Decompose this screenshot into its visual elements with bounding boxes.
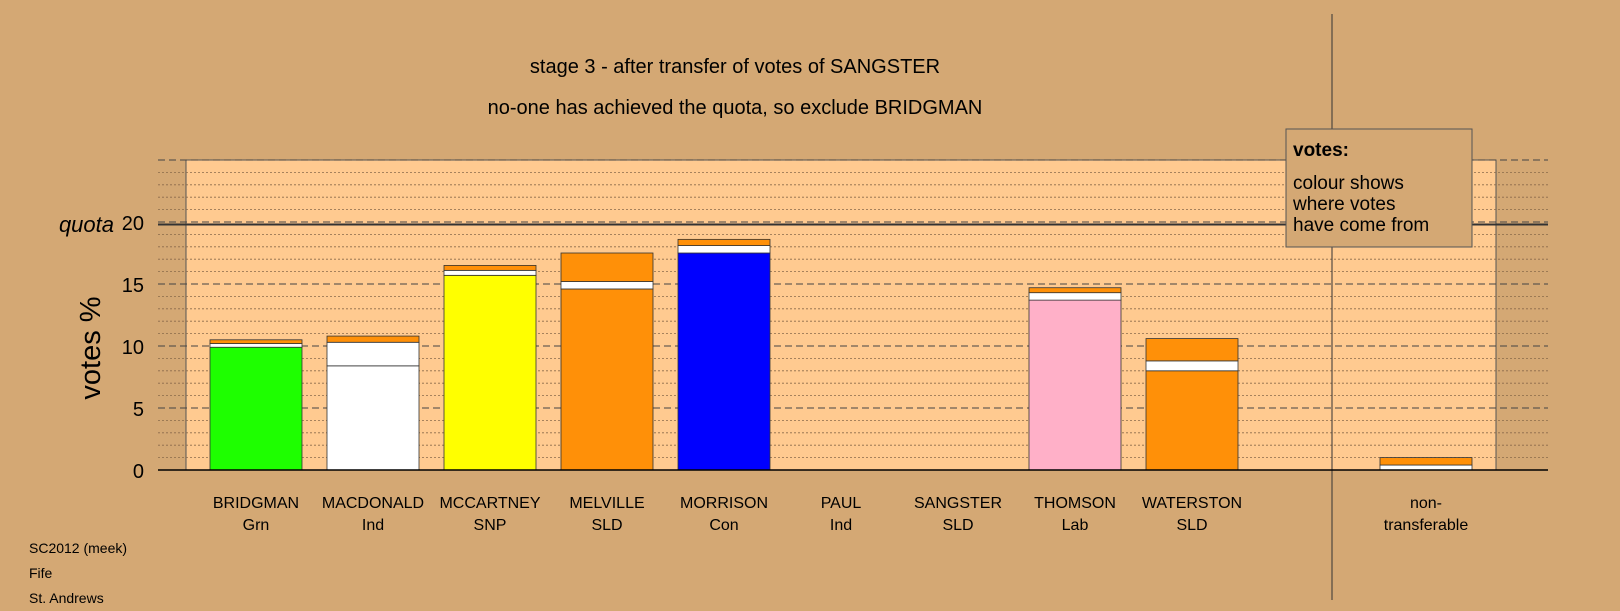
bar-segment	[560, 288, 654, 471]
quota-label: quota	[59, 212, 114, 237]
x-tick-label-party: SNP	[474, 517, 507, 534]
y-axis-label: votes %	[75, 296, 107, 399]
bar-segment	[1379, 457, 1473, 466]
bar-segment	[677, 238, 771, 246]
legend-title: votes:	[1293, 140, 1349, 161]
x-tick-label-name: THOMSON	[1034, 495, 1116, 512]
bar-segment	[1028, 287, 1122, 294]
bar-segment	[326, 365, 420, 471]
bar-segment	[1028, 299, 1122, 471]
x-tick-label-party: Lab	[1062, 517, 1089, 534]
legend: votes: colour shows where votes have com…	[1285, 128, 1473, 248]
bars	[209, 238, 1473, 471]
x-tick-label-name: MELVILLE	[569, 495, 644, 512]
bar-segment	[209, 346, 303, 471]
bar-segment	[1145, 338, 1239, 362]
bar-segment	[1145, 360, 1239, 372]
bar-segment	[443, 264, 537, 271]
bar-segment	[560, 252, 654, 282]
bar-segment	[1145, 370, 1239, 471]
footer-line: Fife	[29, 565, 53, 581]
x-tick-label-name: MCCARTNEY	[439, 495, 540, 512]
x-tick-label-party: SLD	[1176, 517, 1207, 534]
x-tick-label-party: SLD	[591, 517, 622, 534]
legend-line: where votes	[1292, 194, 1395, 215]
x-tick-label-name: MACDONALD	[322, 495, 424, 512]
x-tick-label-party: Con	[709, 517, 738, 534]
y-tick-label: 0	[133, 461, 144, 483]
x-tick-label-name: BRIDGMAN	[213, 495, 299, 512]
x-tick-label-party: SLD	[942, 517, 973, 534]
legend-box	[1285, 128, 1473, 248]
chart-subtitle: no-one has achieved the quota, so exclud…	[488, 97, 983, 119]
legend-line: have come from	[1293, 215, 1429, 236]
bar-segment	[677, 252, 771, 471]
bar-segment	[209, 339, 303, 344]
bar-segment	[326, 335, 420, 343]
bar-segment	[443, 269, 537, 276]
x-tick-label-party: Ind	[830, 517, 852, 534]
legend-line: colour shows	[1293, 173, 1404, 194]
chart-title: stage 3 - after transfer of votes of SAN…	[530, 56, 940, 78]
x-tick-label-party: Ind	[362, 517, 384, 534]
x-tick-label-name: non-	[1410, 495, 1442, 512]
x-tick-label-party: Grn	[243, 517, 270, 534]
x-tick-labels: BRIDGMAN Grn MACDONALD Ind MCCARTNEY SNP MELVI…	[213, 495, 1468, 534]
y-tick-label: 20	[122, 213, 144, 235]
x-tick-label-party: transferable	[1384, 517, 1469, 534]
bar-segment	[326, 341, 420, 367]
x-tick-label-name: PAUL	[821, 495, 862, 512]
bar-segment	[560, 281, 654, 290]
footer-line: St. Andrews	[29, 590, 104, 606]
bar-segment	[209, 343, 303, 348]
x-tick-label-name: MORRISON	[680, 495, 768, 512]
bar-segment	[443, 274, 537, 471]
x-tick-label-name: WATERSTON	[1142, 495, 1242, 512]
y-tick-label: 5	[133, 399, 144, 421]
y-tick-label: 10	[122, 337, 144, 359]
y-tick-label: 15	[122, 275, 144, 297]
bar-segment	[677, 245, 771, 254]
footer-line: SC2012 (meek)	[29, 540, 128, 556]
y-tick-labels: 0 5 10 15 20	[122, 213, 144, 483]
bar-segment	[1028, 292, 1122, 301]
x-tick-label-name: SANGSTER	[914, 495, 1002, 512]
